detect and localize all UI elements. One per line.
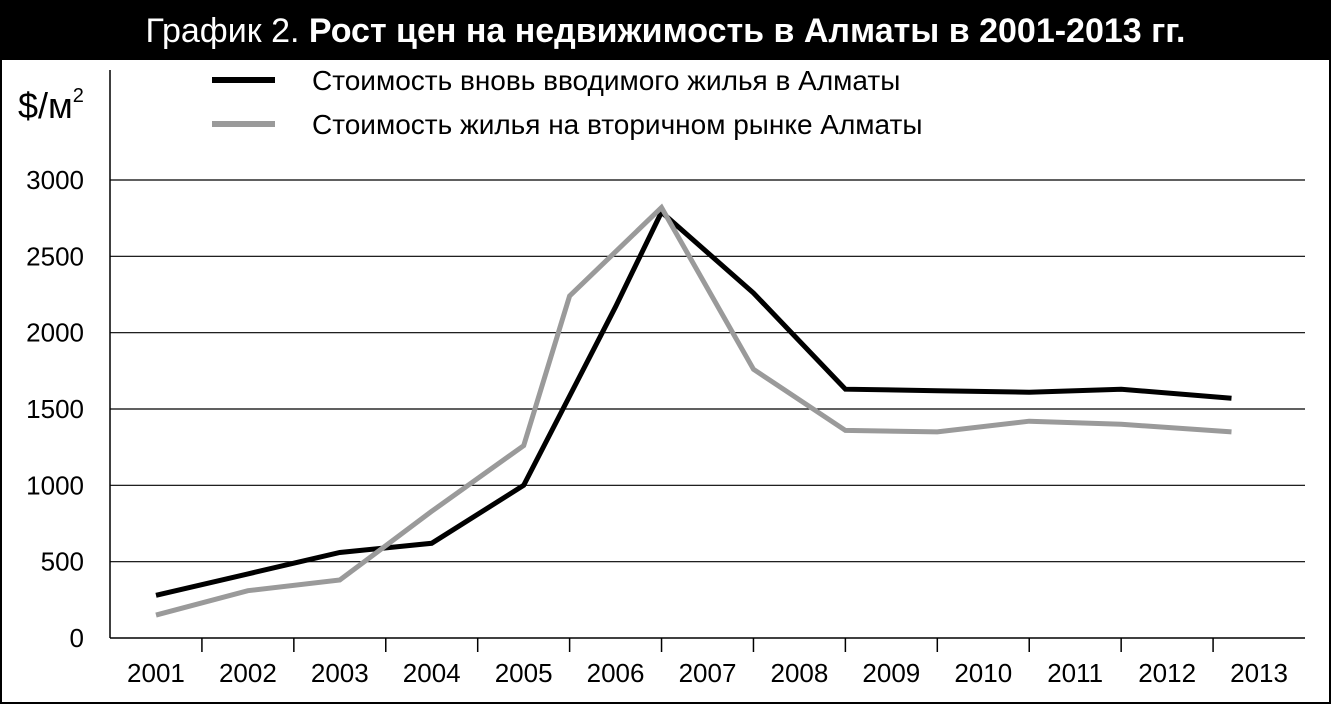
x-tick-label-2007: 2007 bbox=[679, 658, 737, 688]
legend-label-1: Стоимость вновь вводимого жилья в Алматы bbox=[312, 65, 900, 96]
x-tick-label-2011: 2011 bbox=[1047, 658, 1103, 688]
y-tick-label-3000: 3000 bbox=[26, 165, 84, 195]
chart-title: График 2. Рост цен на недвижимость в Алм… bbox=[2, 2, 1329, 60]
y-axis-unit: $/м2 bbox=[18, 85, 84, 126]
grid-lines bbox=[110, 179, 1305, 563]
x-tick-label-2001: 2001 bbox=[127, 658, 185, 688]
x-tick-label-2013: 2013 bbox=[1230, 658, 1288, 688]
x-tick-label-2004: 2004 bbox=[403, 658, 461, 688]
y-tick-label-2000: 2000 bbox=[26, 318, 84, 348]
x-tick-label-2005: 2005 bbox=[495, 658, 553, 688]
x-tick-label-2008: 2008 bbox=[771, 658, 829, 688]
x-tick-label-2012: 2012 bbox=[1138, 658, 1196, 688]
series-line-1 bbox=[155, 208, 1232, 598]
x-tick-label-2003: 2003 bbox=[311, 658, 369, 688]
y-tick-label-1000: 1000 bbox=[26, 470, 84, 500]
legend-label-2: Стоимость жилья на вторичном рынке Алмат… bbox=[312, 109, 922, 140]
title-main: Рост цен на недвижимость в Алматы в 2001… bbox=[308, 12, 1186, 50]
y-tick-label-1500: 1500 bbox=[26, 394, 84, 424]
y-tick-label-0: 0 bbox=[70, 623, 84, 653]
series-line-2 bbox=[155, 203, 1232, 618]
axes bbox=[109, 70, 1305, 639]
legend: Стоимость вновь вводимого жилья в Алматы… bbox=[212, 65, 922, 140]
x-tick-label-2006: 2006 bbox=[587, 658, 645, 688]
y-tick-label-500: 500 bbox=[41, 547, 84, 577]
title-prefix: График 2. bbox=[145, 12, 300, 50]
x-tick-labels: 2001 2002 2003 2004 2005 2006 2007 2008 2009 2010… bbox=[127, 638, 1288, 688]
x-tick-label-2010: 2010 bbox=[954, 658, 1012, 688]
x-tick-label-2002: 2002 bbox=[219, 658, 277, 688]
y-tick-label-2500: 2500 bbox=[26, 241, 84, 271]
y-tick-labels: 0 500 1000 1500 2000 2500 3000 bbox=[26, 165, 84, 653]
series-lines bbox=[155, 203, 1232, 618]
x-tick-label-2009: 2009 bbox=[862, 658, 920, 688]
